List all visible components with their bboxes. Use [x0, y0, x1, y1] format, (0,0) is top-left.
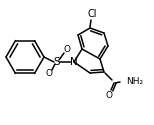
Text: O: O: [105, 92, 113, 100]
Text: Cl: Cl: [87, 9, 97, 19]
Text: O: O: [45, 70, 53, 78]
Text: N: N: [70, 57, 78, 67]
Text: NH₂: NH₂: [126, 78, 143, 86]
Text: O: O: [63, 44, 71, 54]
Text: S: S: [54, 57, 60, 67]
